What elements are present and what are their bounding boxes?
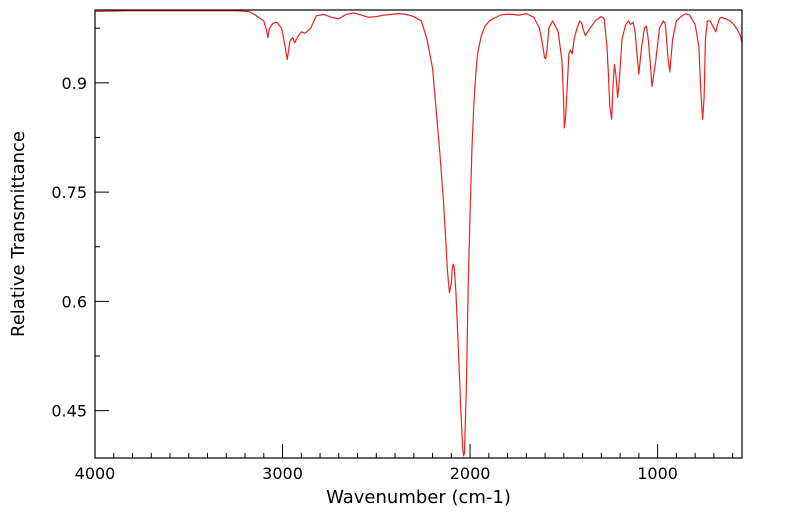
x-tick-label: 4000 xyxy=(75,464,116,483)
y-tick-label: 0.6 xyxy=(62,292,87,311)
tick-labels: 4000 3000 2000 1000 0.9 0.75 0.6 0.45 xyxy=(51,74,678,483)
y-tick-label: 0.9 xyxy=(62,74,87,93)
x-tick-label: 1000 xyxy=(637,464,678,483)
plot-series xyxy=(94,10,743,457)
x-tick-label: 2000 xyxy=(450,464,491,483)
y-axis-title: Relative Transmittance xyxy=(8,131,29,337)
spectrum-line xyxy=(94,10,743,457)
y-tick-label: 0.45 xyxy=(51,402,87,421)
x-tick-label: 3000 xyxy=(262,464,303,483)
axis-ticks xyxy=(94,27,734,458)
y-tick-label: 0.75 xyxy=(51,183,87,202)
plot-frame xyxy=(94,9,743,459)
x-axis-title: Wavenumber (cm-1) xyxy=(326,487,511,508)
